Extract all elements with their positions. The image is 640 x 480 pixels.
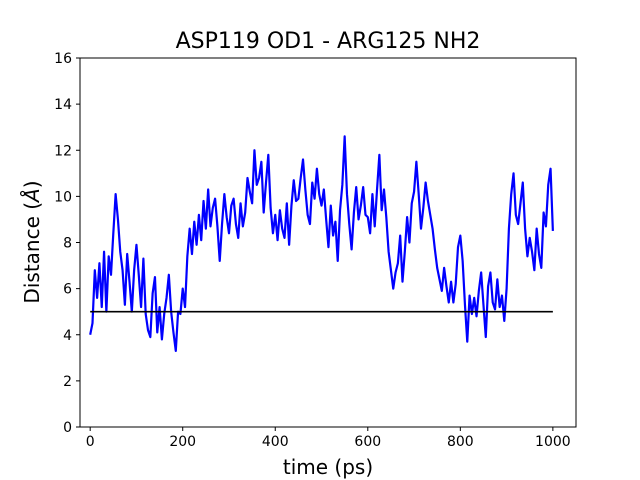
y-axis-label-text: Distance ( <box>20 202 44 304</box>
y-tick-label: 6 <box>63 282 72 298</box>
x-tick-label: 0 <box>86 434 95 450</box>
x-tick-label: 1000 <box>535 434 571 450</box>
y-axis-label-unit: Å <box>20 188 44 204</box>
y-tick-label: 12 <box>54 143 72 159</box>
series-line-distance <box>89 135 554 352</box>
x-axis-label: time (ps) <box>283 455 373 479</box>
y-tick-label: 8 <box>63 236 72 252</box>
y-tick-label: 14 <box>54 97 72 113</box>
x-tick-label: 600 <box>354 434 381 450</box>
y-tick-label: 0 <box>63 420 72 436</box>
y-axis-label-close: ) <box>20 180 44 188</box>
y-tick-label: 2 <box>63 374 72 390</box>
y-tick-label: 10 <box>54 189 72 205</box>
y-tick-label: 4 <box>63 328 72 344</box>
chart-title: ASP119 OD1 - ARG125 NH2 <box>176 29 481 54</box>
y-axis: 0 2 4 6 8 10 12 14 16 <box>54 51 80 436</box>
x-axis: 0 200 400 600 800 1000 <box>86 427 571 450</box>
x-tick-label: 800 <box>447 434 474 450</box>
x-tick-label: 400 <box>262 434 289 450</box>
y-axis-label: Distance (Å) <box>20 180 44 303</box>
y-tick-label: 16 <box>54 51 72 67</box>
x-tick-label: 200 <box>169 434 196 450</box>
series-layer <box>89 135 554 352</box>
